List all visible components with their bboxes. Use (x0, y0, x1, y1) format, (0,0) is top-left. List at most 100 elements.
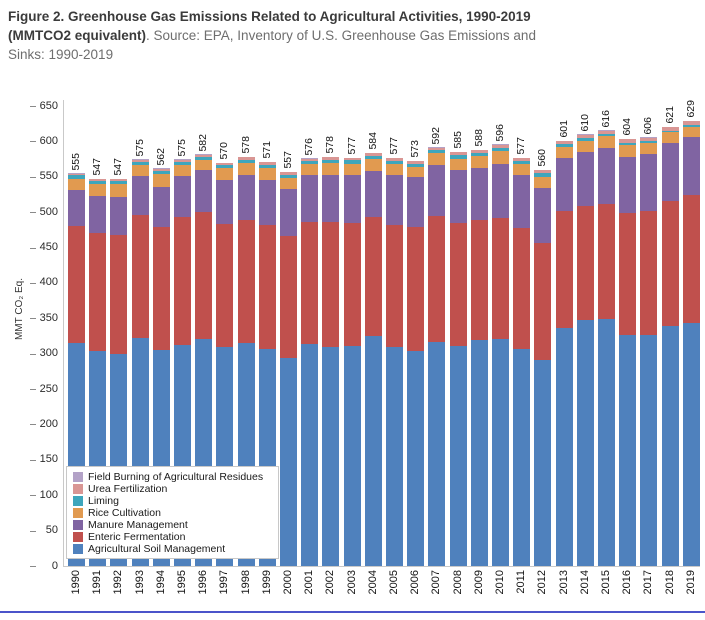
bar-total-label: 606 (642, 116, 655, 135)
y-tick-mark (30, 389, 36, 391)
bar-segment-enteric-fermentation (174, 217, 191, 346)
bar-segment-enteric-fermentation (619, 213, 637, 336)
bar-segment-agricultural-soil-management (534, 360, 552, 566)
bar-segment-manure-management (407, 177, 425, 228)
x-tick-label: 2004 (366, 570, 379, 595)
bar-segment-liming (364, 155, 382, 159)
bar-total-label: 601 (557, 120, 570, 138)
bar-segment-liming (131, 161, 149, 165)
bar-2005 (386, 157, 403, 566)
y-tick-label: 50 (45, 524, 58, 537)
x-tick-label: 2012 (536, 570, 549, 595)
bar-segment-enteric-fermentation (89, 233, 107, 351)
bar-segment-liming (555, 144, 573, 148)
bar-segment-enteric-fermentation (555, 211, 573, 329)
bar-total-label: 570 (218, 142, 231, 160)
bar-segment-liming (619, 142, 637, 145)
bar-segment-rice-cultivation (131, 164, 149, 176)
bar-segment-urea-fertilization (216, 163, 234, 166)
x-tick-label: 1997 (218, 570, 231, 595)
bar-segment-rice-cultivation (682, 126, 700, 138)
bar-segment-agricultural-soil-management (407, 350, 425, 566)
y-tick-mark (30, 282, 36, 284)
bar-segment-agricultural-soil-management (492, 338, 509, 566)
figure-title-line2: (MMTCO2 equivalent). Source: EPA, Invent… (8, 26, 700, 45)
bar-segment-liming (407, 163, 425, 167)
x-axis-line (63, 566, 700, 567)
y-tick-mark (30, 176, 36, 178)
x-tick-label: 1991 (91, 570, 104, 595)
bar-total-label: 621 (663, 106, 676, 124)
bar-segment-manure-management (152, 186, 170, 227)
bar-segment-liming (640, 141, 658, 144)
bar-segment-rice-cultivation (322, 163, 340, 175)
bar-total-label: 578 (239, 136, 252, 154)
figure-source-line2: Sinks: 1990-2019 (8, 45, 700, 64)
bar-segment-urea-fertilization (152, 168, 170, 171)
bar-segment-manure-management (237, 174, 255, 221)
bar-segment-agricultural-soil-management (364, 335, 382, 566)
bar-segment-rice-cultivation (407, 166, 425, 178)
bar-segment-manure-management (195, 169, 213, 213)
legend-item-urea-fertilization: Urea Fertilization (73, 483, 274, 495)
figure-source-text: . Source: EPA, Inventory of U.S. Greenho… (146, 28, 536, 43)
bar-segment-urea-fertilization (682, 121, 700, 126)
bar-segment-rice-cultivation (386, 163, 403, 176)
x-tick-label: 1993 (133, 570, 146, 595)
y-tick-mark (30, 212, 36, 214)
bar-total-label: 604 (621, 118, 634, 136)
bar-segment-agricultural-soil-management (682, 322, 700, 566)
bar-segment-liming (280, 174, 297, 178)
bar-segment-liming (661, 130, 679, 133)
bar-segment-agricultural-soil-management (343, 345, 361, 566)
bar-segment-manure-management (598, 148, 615, 205)
bar-segment-manure-management (364, 170, 382, 218)
bar-2014 (576, 134, 594, 566)
bar-segment-rice-cultivation (195, 159, 213, 170)
figure-caption: Figure 2. Greenhouse Gas Emissions Relat… (8, 7, 700, 64)
legend-swatch-icon (73, 520, 83, 530)
bar-segment-enteric-fermentation (131, 214, 149, 339)
legend-label: Manure Management (88, 519, 188, 531)
bar-total-label: 582 (197, 133, 210, 152)
bar-total-label: 573 (409, 139, 422, 158)
bar-segment-urea-fertilization (598, 130, 615, 134)
bar-segment-manure-management (619, 157, 637, 214)
x-tick-label: 2016 (621, 570, 634, 595)
bar-2004 (364, 152, 382, 566)
bar-total-label: 588 (472, 129, 485, 147)
y-tick-mark (30, 530, 36, 532)
bar-segment-rice-cultivation (237, 162, 255, 175)
bar-2008 (449, 152, 467, 566)
legend-label: Rice Cultivation (88, 507, 161, 519)
bar-segment-enteric-fermentation (492, 217, 509, 339)
x-tick-label: 2011 (515, 570, 528, 594)
bar-segment-rice-cultivation (513, 163, 531, 176)
bar-segment-agricultural-soil-management (322, 346, 340, 566)
bar-2009 (470, 149, 488, 566)
bar-segment-rice-cultivation (661, 132, 679, 144)
bar-segment-enteric-fermentation (428, 216, 446, 342)
bar-segment-manure-management (280, 189, 297, 236)
x-tick-label: 2000 (282, 570, 294, 595)
y-tick-label: 200 (39, 417, 58, 430)
x-tick-label: 2014 (578, 570, 591, 595)
bar-segment-liming (258, 164, 276, 168)
bar-segment-manure-management (322, 174, 340, 223)
legend-item-rice-cultivation: Rice Cultivation (73, 507, 274, 519)
bar-segment-manure-management (258, 179, 276, 226)
bar-segment-enteric-fermentation (322, 222, 340, 347)
legend-label: Liming (88, 495, 119, 507)
x-tick-label: 1996 (197, 570, 210, 595)
bar-segment-manure-management (131, 175, 149, 215)
bar-total-label: 596 (494, 123, 506, 142)
bar-segment-liming (598, 133, 615, 137)
y-tick-mark (30, 318, 36, 320)
bar-total-label: 585 (451, 131, 464, 149)
legend-item-manure-management: Manure Management (73, 519, 274, 531)
bar-2006 (407, 160, 425, 567)
y-tick-mark (30, 459, 36, 461)
bar-segment-rice-cultivation (619, 144, 637, 158)
x-tick-label: 2002 (324, 570, 337, 595)
bar-segment-manure-management (513, 175, 531, 229)
